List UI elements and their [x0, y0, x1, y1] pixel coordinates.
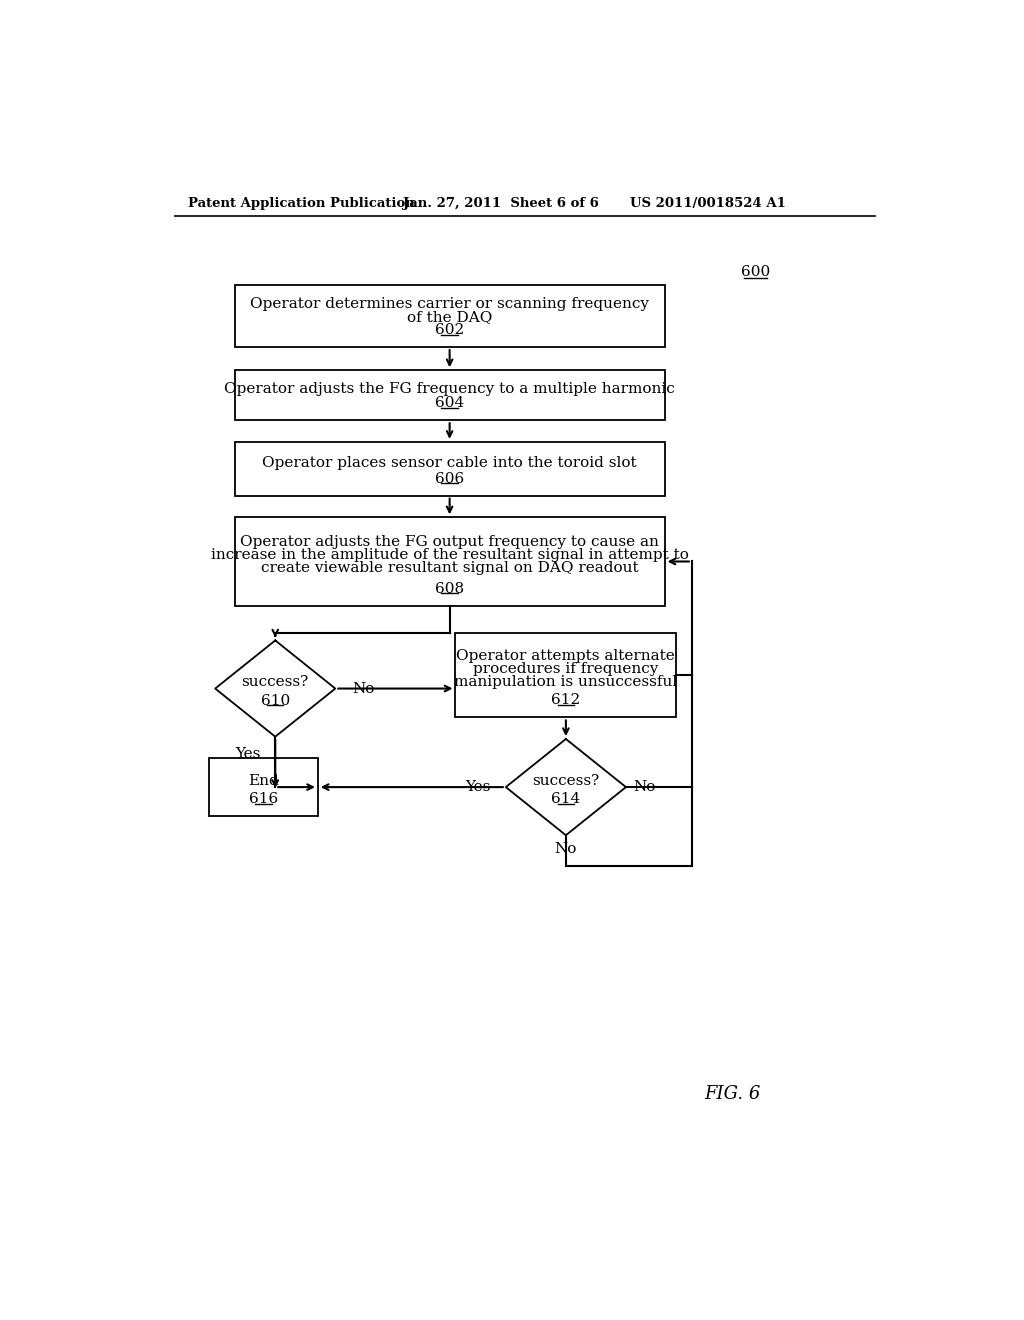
- Text: procedures if frequency: procedures if frequency: [473, 661, 658, 676]
- Polygon shape: [506, 739, 626, 836]
- Text: Operator adjusts the FG output frequency to cause an: Operator adjusts the FG output frequency…: [241, 535, 659, 549]
- Text: 614: 614: [551, 792, 581, 807]
- Text: Operator adjusts the FG frequency to a multiple harmonic: Operator adjusts the FG frequency to a m…: [224, 381, 675, 396]
- FancyBboxPatch shape: [209, 758, 317, 816]
- Text: 602: 602: [435, 323, 464, 337]
- Text: of the DAQ: of the DAQ: [407, 310, 493, 323]
- Text: US 2011/0018524 A1: US 2011/0018524 A1: [630, 197, 786, 210]
- FancyBboxPatch shape: [456, 632, 676, 718]
- Text: Yes: Yes: [236, 747, 261, 760]
- Text: Operator places sensor cable into the toroid slot: Operator places sensor cable into the to…: [262, 455, 637, 470]
- Text: Jan. 27, 2011  Sheet 6 of 6: Jan. 27, 2011 Sheet 6 of 6: [403, 197, 599, 210]
- FancyBboxPatch shape: [234, 517, 665, 606]
- Text: 606: 606: [435, 471, 464, 486]
- Text: 600: 600: [741, 265, 770, 280]
- Text: End: End: [248, 774, 279, 788]
- Text: 612: 612: [551, 693, 581, 708]
- Text: 608: 608: [435, 582, 464, 595]
- Text: increase in the amplitude of the resultant signal in attempt to: increase in the amplitude of the resulta…: [211, 548, 688, 562]
- Text: Patent Application Publication: Patent Application Publication: [188, 197, 415, 210]
- Text: Operator attempts alternate: Operator attempts alternate: [457, 649, 675, 663]
- Text: 616: 616: [249, 792, 279, 807]
- Text: No: No: [352, 681, 375, 696]
- Polygon shape: [215, 640, 335, 737]
- Text: manipulation is unsuccessful: manipulation is unsuccessful: [455, 675, 678, 689]
- Text: success?: success?: [532, 774, 599, 788]
- Text: Operator determines carrier or scanning frequency: Operator determines carrier or scanning …: [250, 297, 649, 310]
- FancyBboxPatch shape: [234, 370, 665, 420]
- Text: FIG. 6: FIG. 6: [705, 1085, 761, 1104]
- Text: 604: 604: [435, 396, 464, 411]
- Text: No: No: [555, 842, 578, 857]
- FancyBboxPatch shape: [234, 285, 665, 347]
- Text: success?: success?: [242, 676, 309, 689]
- FancyBboxPatch shape: [234, 442, 665, 496]
- Text: 610: 610: [261, 694, 290, 708]
- Text: Yes: Yes: [465, 780, 490, 795]
- Text: No: No: [634, 780, 656, 795]
- Text: create viewable resultant signal on DAQ readout: create viewable resultant signal on DAQ …: [261, 561, 638, 576]
